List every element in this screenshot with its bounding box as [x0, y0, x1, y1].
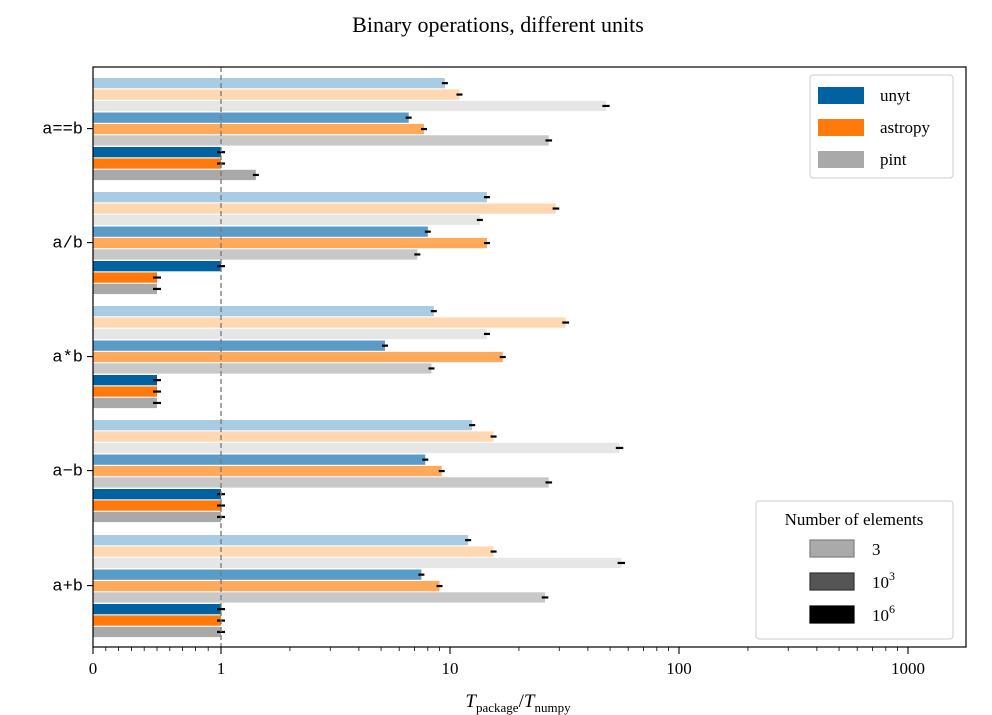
- x-tick-label: 0: [89, 659, 98, 678]
- bar-pint: [93, 557, 622, 569]
- bar-astropy: [93, 465, 442, 477]
- bar-astropy: [93, 351, 503, 363]
- legend-packages: unyt astropy pint: [809, 74, 954, 179]
- bar-unyt: [93, 226, 428, 237]
- bar-astropy: [93, 386, 157, 397]
- bar-pint: [93, 363, 432, 374]
- x-label-T1: T: [465, 691, 477, 712]
- bar-pint: [93, 397, 157, 409]
- bar-astropy: [93, 431, 494, 442]
- legend-size-exp: 3: [889, 569, 895, 583]
- x-tick-label: 100: [666, 659, 692, 678]
- bar-astropy: [93, 203, 556, 214]
- bar-astropy: [93, 237, 487, 249]
- legend-label-unyt: unyt: [880, 86, 911, 105]
- legend-size-label: 106: [872, 602, 895, 625]
- bar-astropy: [93, 500, 221, 511]
- bar-astropy: [93, 546, 494, 557]
- bar-pint: [93, 169, 256, 181]
- bar-astropy: [93, 123, 425, 135]
- y-category-label: a*b: [52, 349, 83, 368]
- y-axis: a==b a/b a*b a−b a+b: [42, 121, 93, 597]
- legend-size-swatch: [809, 572, 855, 591]
- legend-size-label: 103: [872, 569, 895, 592]
- x-axis: 0 1 10 100 1000: [89, 647, 925, 678]
- bar-unyt: [93, 569, 422, 580]
- chart-title: Binary operations, different units: [352, 12, 644, 37]
- y-category-label: a+b: [52, 578, 83, 597]
- bar-unyt: [93, 306, 434, 317]
- legend-size-label: 3: [872, 540, 881, 559]
- bar-unyt: [93, 604, 221, 615]
- x-label-sub-num: package: [476, 700, 519, 715]
- y-category-label: a/b: [52, 235, 83, 254]
- bar-astropy: [93, 615, 221, 626]
- bar-pint: [93, 592, 546, 603]
- y-category-label: a−b: [52, 463, 83, 482]
- bar-unyt: [93, 147, 221, 158]
- bar-unyt: [93, 340, 385, 351]
- x-label-sub-den: numpy: [534, 700, 571, 715]
- bar-astropy: [93, 317, 566, 328]
- bar-pint: [93, 100, 607, 112]
- bar-pint: [93, 626, 221, 638]
- bars-layer: [93, 78, 622, 638]
- legend-size-swatch: [809, 539, 855, 558]
- bar-unyt: [93, 261, 221, 272]
- legend-sizes-title: Number of elements: [785, 510, 924, 529]
- bar-unyt: [93, 375, 157, 386]
- legend-swatch-unyt: [818, 87, 864, 104]
- legend-label-astropy: astropy: [880, 118, 931, 137]
- legend-swatch-astropy: [818, 119, 864, 136]
- bar-astropy: [93, 580, 440, 592]
- bar-pint: [93, 283, 157, 295]
- bar-unyt: [93, 112, 409, 123]
- bar-unyt: [93, 420, 473, 431]
- error-bars-layer: [153, 82, 626, 634]
- bar-unyt: [93, 192, 487, 203]
- x-axis-label: Tpackage/Tnumpy: [465, 691, 571, 715]
- bar-pint: [93, 511, 221, 523]
- legend-swatch-pint: [818, 151, 864, 168]
- x-tick-label: 10: [442, 659, 459, 678]
- bar-unyt: [93, 489, 221, 500]
- bar-pint: [93, 477, 549, 488]
- legend-size-exp: 6: [889, 602, 895, 616]
- x-tick-label: 1: [217, 659, 226, 678]
- bar-pint: [93, 442, 620, 454]
- bar-unyt: [93, 454, 426, 465]
- legend-label-pint: pint: [880, 150, 907, 169]
- bar-astropy: [93, 272, 157, 283]
- legend-size-base: 10: [872, 606, 889, 625]
- bar-pint: [93, 135, 549, 146]
- bar-unyt: [93, 535, 469, 546]
- legend-sizes-box: [755, 500, 954, 640]
- bar-pint: [93, 328, 487, 340]
- bar-pint: [93, 214, 480, 226]
- bar-astropy: [93, 89, 460, 100]
- bar-pint: [93, 249, 418, 260]
- x-tick-label: 1000: [891, 659, 925, 678]
- x-label-T2: T: [524, 691, 536, 712]
- legend-size-swatch: [809, 605, 855, 624]
- bar-unyt: [93, 78, 445, 89]
- bar-astropy: [93, 158, 221, 169]
- legend-size-base: 10: [872, 573, 889, 592]
- x-label-slash: /: [519, 691, 525, 712]
- y-category-label: a==b: [42, 121, 83, 140]
